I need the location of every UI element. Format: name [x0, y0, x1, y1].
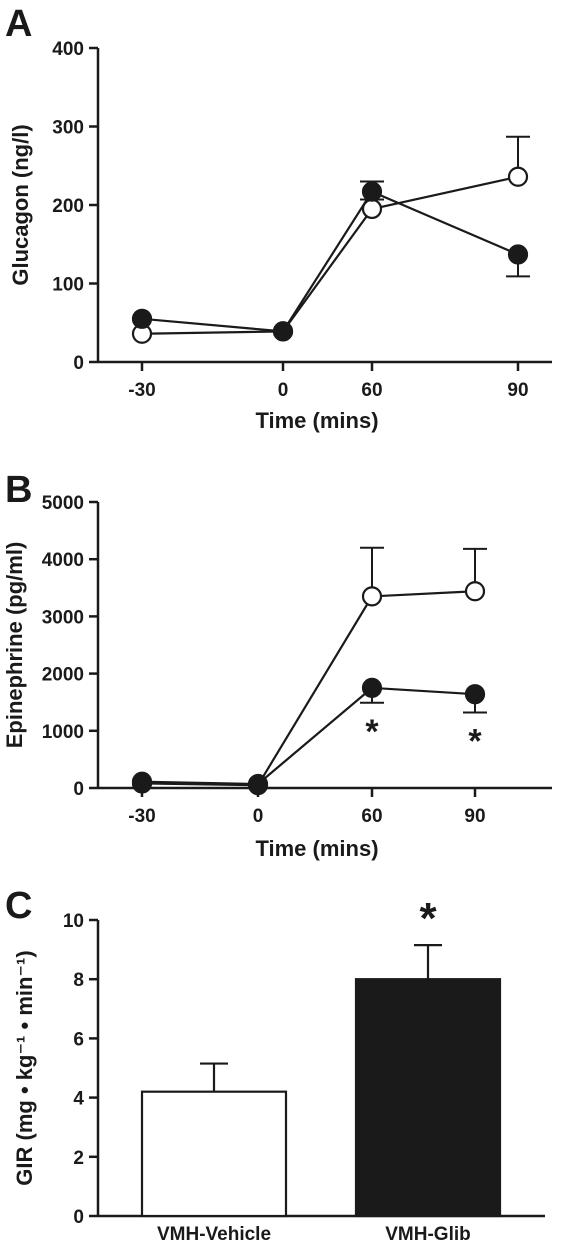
filled-circle-marker	[507, 244, 529, 265]
y-tick-label: 2000	[42, 665, 84, 686]
filled-circle-marker	[131, 308, 153, 329]
y-tick-label: 0	[73, 353, 84, 374]
series-2-filled-circle	[131, 180, 530, 342]
panel-letter: C	[5, 885, 32, 927]
series-line	[141, 175, 519, 335]
y-axis-title: Glucagon (ng/l)	[8, 124, 33, 285]
series-1-open-circle	[131, 135, 530, 344]
series-line	[141, 686, 476, 786]
x-tick-label: -30	[128, 380, 155, 401]
x-category-label: VMH-Vehicle	[157, 1224, 271, 1245]
open-circle-marker	[464, 581, 486, 602]
x-tick-label: 90	[507, 380, 528, 401]
x-tick-label: 0	[253, 806, 264, 827]
bar-vmh-glib	[354, 944, 502, 1218]
panel-b-x-axis: -30 0 60 90 Time (mins)	[98, 786, 552, 861]
bar	[354, 978, 502, 1218]
y-tick-label: 0	[73, 1207, 84, 1228]
y-tick-label: 4	[73, 1089, 84, 1110]
panel-c-x-axis: VMH-Vehicle VMH-Glib	[98, 1214, 545, 1245]
significance-asterisk: *	[419, 894, 437, 943]
y-tick-label: 400	[52, 39, 84, 60]
significance-asterisk: *	[468, 722, 482, 760]
panel-letter: B	[5, 469, 32, 511]
filled-circle-marker	[464, 684, 486, 705]
x-tick-label: 90	[464, 806, 485, 827]
y-tick-label: 0	[73, 779, 84, 800]
y-tick-label: 3000	[42, 607, 84, 628]
filled-circle-marker	[131, 771, 153, 792]
y-tick-label: 2	[73, 1148, 84, 1169]
panel-letter: A	[5, 3, 32, 45]
x-axis-title: Time (mins)	[255, 408, 378, 433]
filled-circle-marker	[247, 773, 269, 795]
y-tick-label: 1000	[42, 722, 84, 743]
y-tick-label: 8	[73, 970, 84, 991]
significance-asterisk: *	[365, 713, 379, 751]
y-tick-label: 300	[52, 118, 84, 139]
y-axis-title: Epinephrine (pg/ml)	[2, 542, 27, 749]
y-tick-label: 100	[52, 275, 84, 296]
y-tick-label: 10	[63, 911, 84, 932]
open-circle-marker	[507, 166, 529, 187]
filled-circle-marker	[272, 321, 294, 342]
y-tick-label: 200	[52, 196, 84, 217]
series-1-open-circle	[131, 546, 487, 796]
panel-c-y-axis: 0 2 4 6 8 10 GIR (mg • kg⁻¹ • min⁻¹)	[12, 911, 100, 1228]
x-tick-label: -30	[128, 806, 155, 827]
series-line	[141, 190, 519, 333]
series-line	[141, 590, 476, 787]
series-2-filled-circle	[131, 677, 487, 795]
panel-a-y-axis: 0 100 200 300 400 Glucagon (ng/l)	[8, 39, 100, 374]
bar-vmh-vehicle	[140, 1062, 288, 1218]
y-tick-label: 5000	[42, 493, 84, 514]
filled-circle-marker	[361, 677, 383, 699]
y-tick-label: 4000	[42, 550, 84, 571]
filled-circle-marker	[361, 181, 383, 202]
panel-b-y-axis: 0 1000 2000 3000 4000 5000 Epinephrine (pg/ml)	[2, 493, 100, 800]
x-axis-title: Time (mins)	[255, 836, 378, 861]
bar	[140, 1090, 288, 1218]
panel-a-x-axis: -30 0 60 90 Time (mins)	[98, 360, 552, 433]
x-tick-label: 0	[278, 380, 289, 401]
y-axis-title: GIR (mg • kg⁻¹ • min⁻¹)	[12, 950, 37, 1185]
x-category-label: VMH-Glib	[385, 1224, 471, 1245]
x-tick-label: 60	[361, 806, 382, 827]
y-tick-label: 6	[73, 1029, 84, 1050]
open-circle-marker	[361, 586, 383, 607]
x-tick-label: 60	[361, 380, 382, 401]
